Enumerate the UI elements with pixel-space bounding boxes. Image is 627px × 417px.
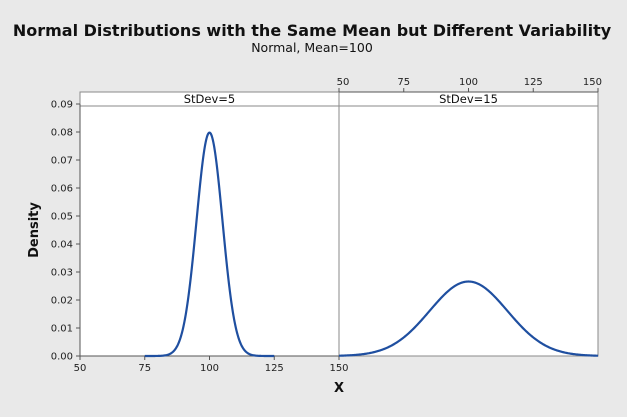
series-line-stdev-5 — [144, 131, 275, 358]
panel-2-label: StDev=15 — [439, 92, 498, 106]
y-tick-label-8: 0.08 — [51, 128, 73, 139]
y-axis-label: Density — [27, 202, 42, 258]
chart-title: Normal Distributions with the Same Mean … — [13, 21, 612, 40]
y-tick-label-9: 0.09 — [51, 100, 73, 111]
y-tick-label-4: 0.04 — [51, 240, 73, 251]
x-axis-label: X — [334, 381, 344, 396]
x-top-tick-label-2: 100 — [459, 77, 478, 88]
panel-1-label: StDev=5 — [184, 92, 236, 106]
x-top-tick-label-1: 75 — [397, 77, 410, 88]
x-bottom-tick-label-4: 150 — [329, 363, 348, 374]
y-tick-label-2: 0.02 — [51, 296, 73, 307]
x-bottom-tick-label-3: 125 — [265, 363, 284, 374]
y-tick-label-0: 0.00 — [51, 352, 73, 363]
y-tick-label-3: 0.03 — [51, 268, 73, 279]
chart-subtitle: Normal, Mean=100 — [251, 40, 373, 55]
x-axis-top: 50 75 100 125 150 — [337, 77, 602, 93]
y-axis: 0.00 0.01 0.02 0.03 0.04 0.05 0.06 0.07 0.08 0.09 — [51, 100, 81, 363]
x-bottom-tick-label-0: 50 — [74, 363, 87, 374]
y-ticks: 0.00 0.01 0.02 0.03 0.04 0.05 0.06 0.07 0.08 0.09 — [51, 100, 80, 363]
y-tick-label-5: 0.05 — [51, 212, 73, 223]
y-tick-label-1: 0.01 — [51, 324, 73, 335]
x-top-tick-label-3: 125 — [524, 77, 543, 88]
y-tick-label-7: 0.07 — [51, 156, 73, 167]
y-tick-label-6: 0.06 — [51, 184, 73, 195]
x-bottom-tick-label-1: 75 — [138, 363, 151, 374]
series-line-stdev-15 — [338, 280, 599, 357]
x-axis-bottom: 50 75 100 125 150 — [74, 355, 349, 374]
x-top-tick-label-4: 150 — [583, 77, 602, 88]
x-bottom-tick-label-2: 100 — [200, 363, 219, 374]
x-top-tick-label-0: 50 — [337, 77, 350, 88]
